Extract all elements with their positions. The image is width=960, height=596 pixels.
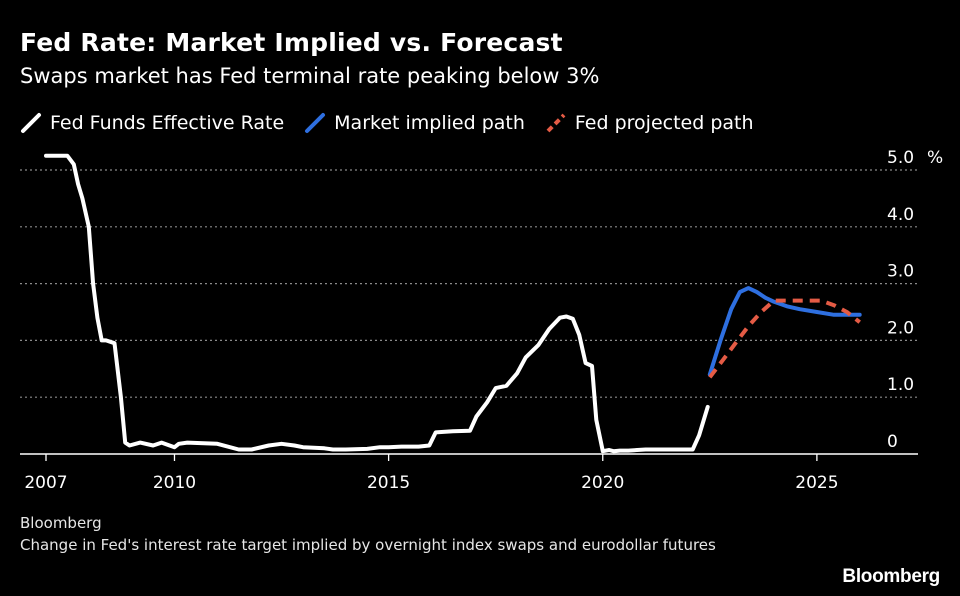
x-tick-label-3: 2020 bbox=[581, 473, 624, 493]
legend-label-market-implied: Market implied path bbox=[334, 112, 525, 134]
x-tick-label-1: 2010 bbox=[153, 473, 196, 493]
series-line-fed-projected-path bbox=[708, 298, 861, 379]
series-line-fed-funds-effective-rate bbox=[44, 153, 710, 454]
y-tick-label-1: 4.0 bbox=[887, 205, 914, 225]
bloomberg-logo: Bloomberg bbox=[842, 566, 940, 587]
legend-item-fed-projected: Fed projected path bbox=[545, 112, 754, 134]
x-tick-label-4: 2025 bbox=[795, 473, 838, 493]
chart-subtitle: Swaps market has Fed terminal rate peaki… bbox=[20, 64, 600, 88]
y-tick-label-2: 3.0 bbox=[887, 262, 914, 282]
chart-title: Fed Rate: Market Implied vs. Forecast bbox=[20, 28, 563, 57]
y-tick-label-3: 2.0 bbox=[887, 318, 914, 338]
y-axis-unit: % bbox=[927, 148, 943, 168]
legend: Fed Funds Effective Rate Market implied … bbox=[20, 112, 774, 134]
legend-swatch-fed-projected bbox=[546, 113, 566, 133]
source-label: Bloomberg bbox=[20, 514, 102, 532]
legend-label-fed-funds: Fed Funds Effective Rate bbox=[50, 112, 285, 134]
x-tick-label-0: 2007 bbox=[24, 473, 67, 493]
legend-item-fed-funds: Fed Funds Effective Rate bbox=[20, 112, 284, 134]
chart-note: Change in Fed's interest rate target imp… bbox=[20, 536, 716, 554]
legend-swatch-market-implied bbox=[305, 113, 326, 133]
y-tick-label-4: 1.0 bbox=[887, 375, 914, 395]
y-tick-label-0: 5.0 bbox=[887, 148, 914, 168]
legend-swatch-fed-funds bbox=[21, 113, 41, 133]
y-tick-label-5: 0 bbox=[887, 432, 898, 452]
legend-label-fed-projected: Fed projected path bbox=[574, 112, 754, 134]
legend-item-market-implied: Market implied path bbox=[304, 112, 525, 134]
series-line-market-implied-path bbox=[707, 286, 862, 377]
x-tick-label-2: 2015 bbox=[367, 473, 410, 493]
